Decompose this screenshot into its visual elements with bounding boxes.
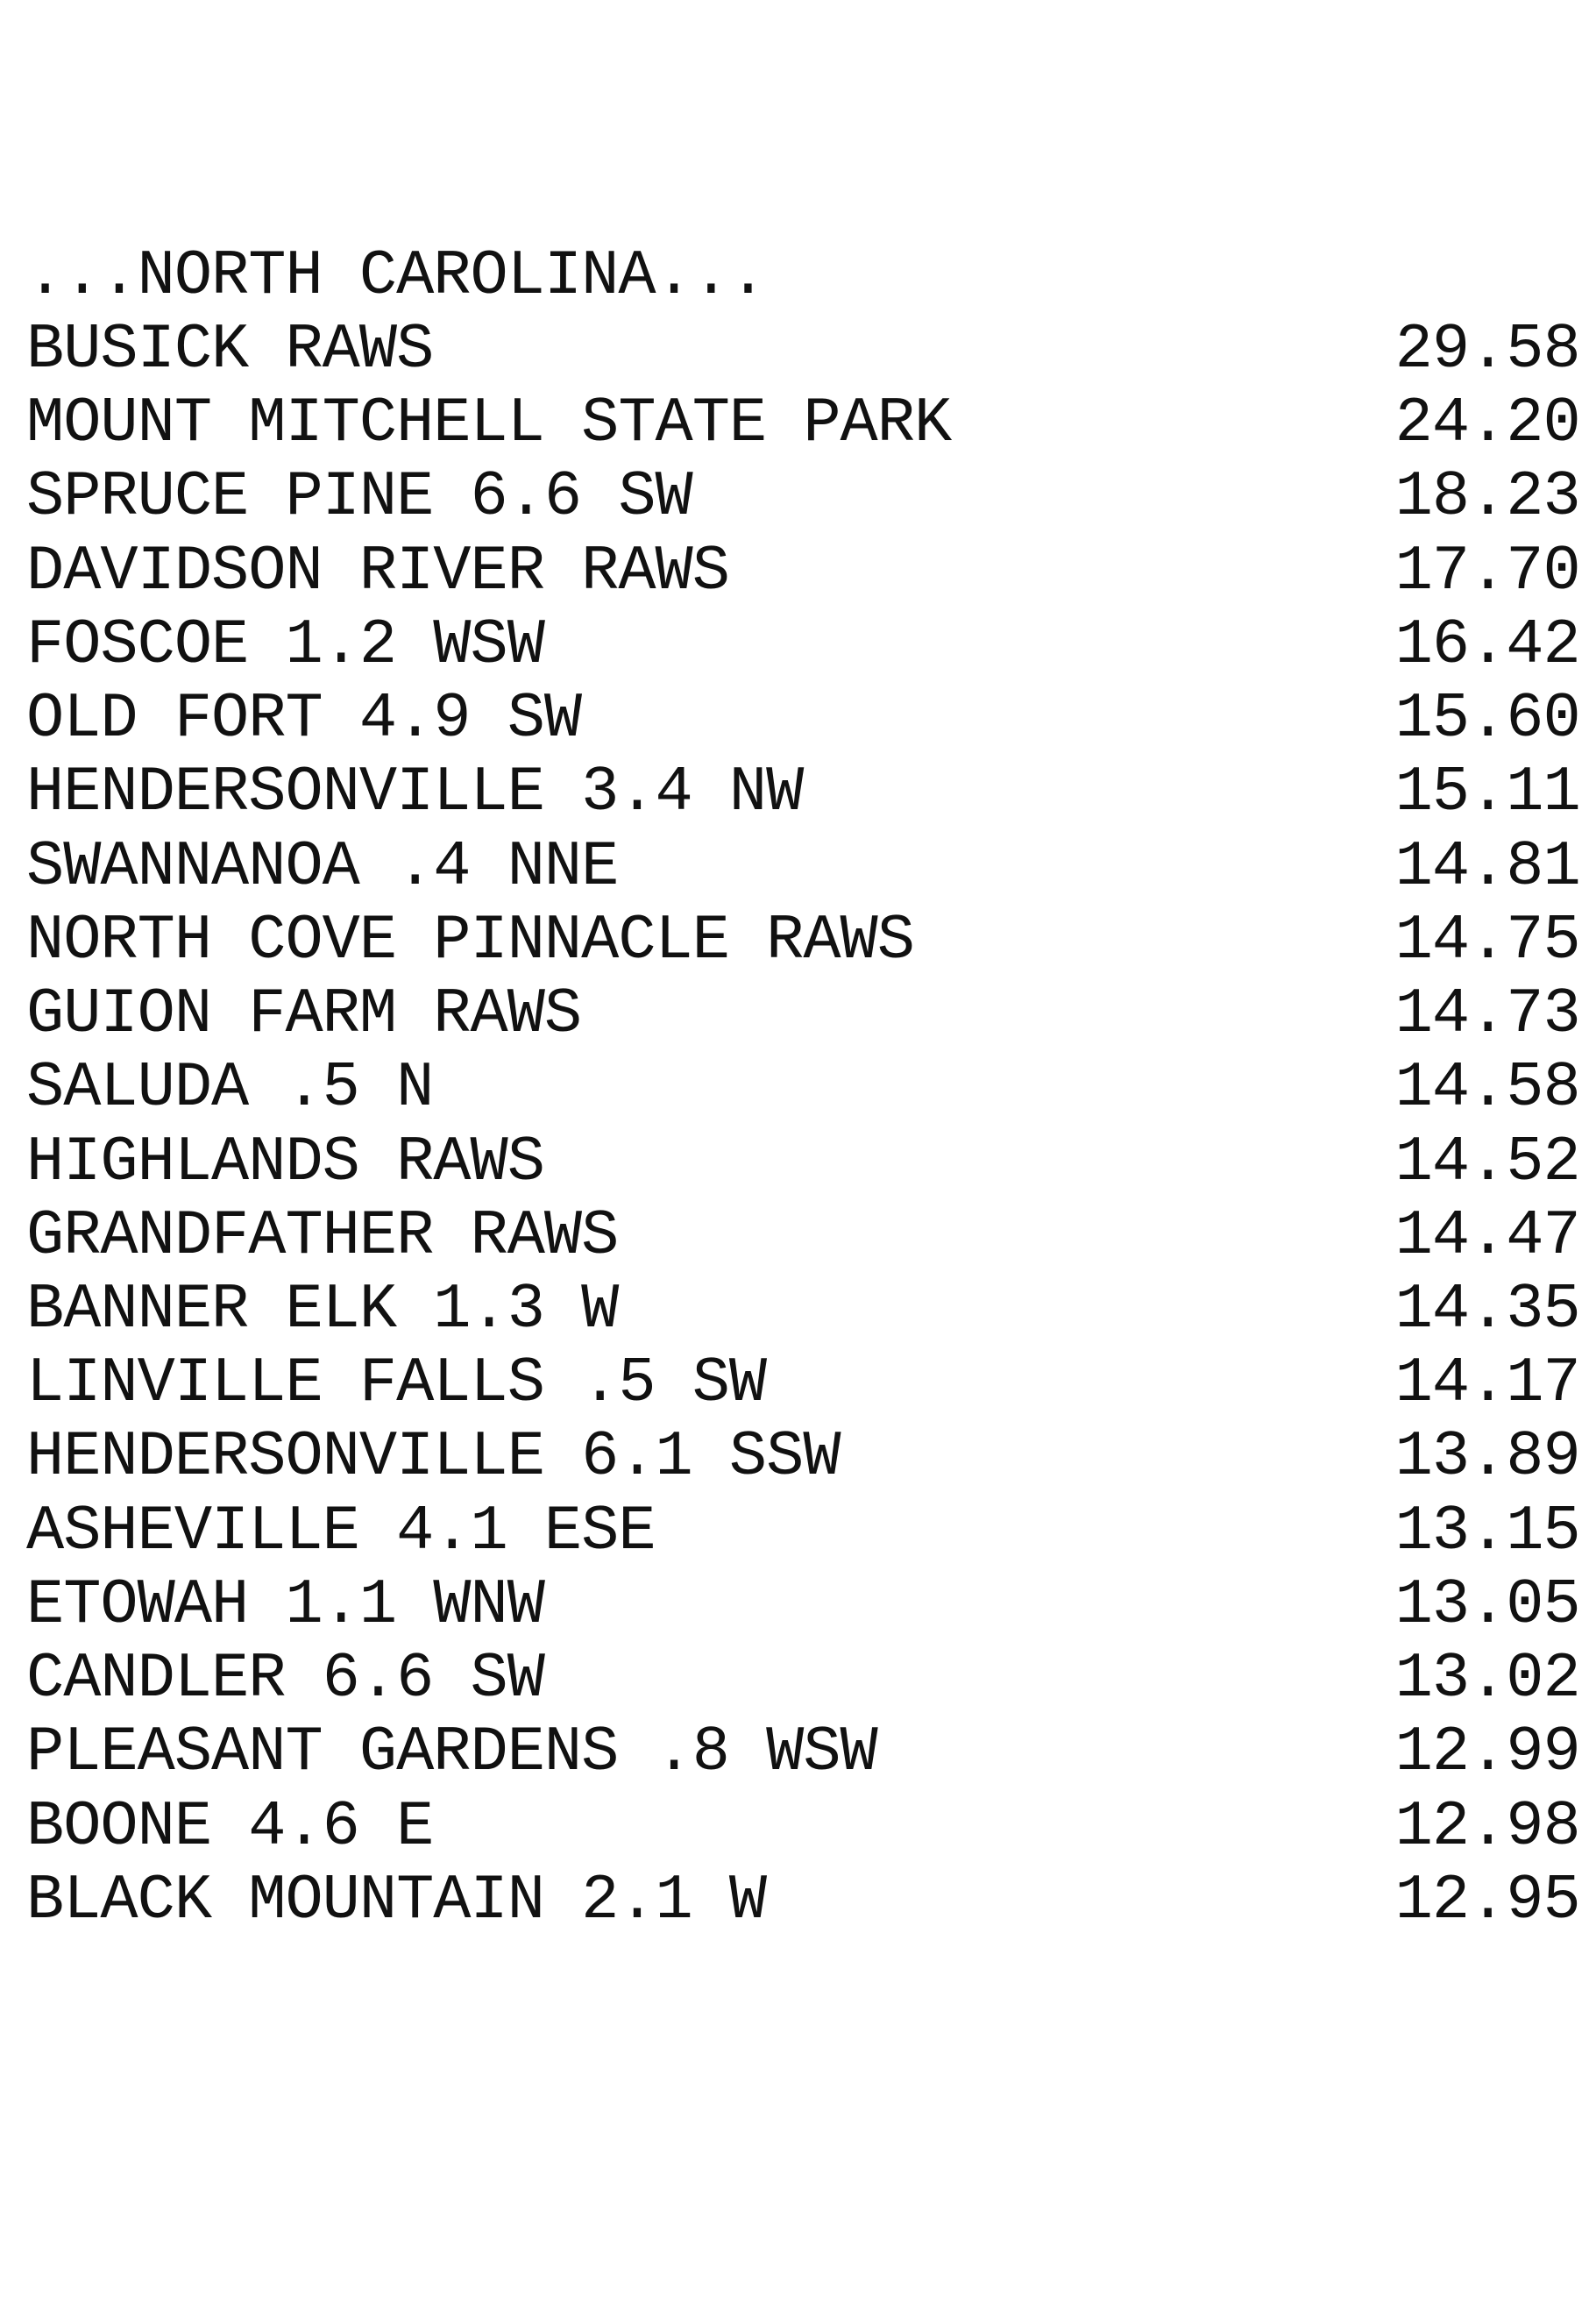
table-row: BOONE 4.6 E 12.98 [26, 1790, 1563, 1864]
station-name: ETOWAH 1.1 WNW [26, 1569, 1321, 1641]
station-value: 12.98 [1321, 1791, 1579, 1863]
table-row: HENDERSONVILLE 6.1 SSW 13.89 [26, 1420, 1563, 1494]
station-value: 14.47 [1321, 1200, 1579, 1272]
station-name: SPRUCE PINE 6.6 SW [26, 461, 1321, 533]
station-name: HENDERSONVILLE 3.4 NW [26, 757, 1321, 828]
table-row: GRANDFATHER RAWS 14.47 [26, 1199, 1563, 1273]
table-row: ETOWAH 1.1 WNW 13.05 [26, 1568, 1563, 1642]
table-row: ASHEVILLE 4.1 ESE 13.15 [26, 1495, 1563, 1568]
station-name: DAVIDSON RIVER RAWS [26, 536, 1321, 608]
table-row: FOSCOE 1.2 WSW 16.42 [26, 608, 1563, 682]
report-table: BUSICK RAWS 29.58MOUNT MITCHELL STATE PA… [26, 313, 1563, 1937]
table-row: BLACK MOUNTAIN 2.1 W 12.95 [26, 1864, 1563, 1937]
station-value: 24.20 [1321, 387, 1579, 459]
station-value: 14.81 [1321, 831, 1579, 903]
station-value: 13.15 [1321, 1496, 1579, 1567]
station-name: CANDLER 6.6 SW [26, 1643, 1321, 1715]
table-row: BANNER ELK 1.3 W 14.35 [26, 1273, 1563, 1347]
station-value: 14.73 [1321, 978, 1579, 1050]
table-row: HENDERSONVILLE 3.4 NW 15.11 [26, 756, 1563, 829]
station-value: 13.89 [1321, 1421, 1579, 1493]
table-row: GUION FARM RAWS 14.73 [26, 977, 1563, 1051]
station-value: 15.11 [1321, 757, 1579, 828]
station-value: 18.23 [1321, 461, 1579, 533]
table-row: CANDLER 6.6 SW 13.02 [26, 1642, 1563, 1716]
station-value: 14.17 [1321, 1347, 1579, 1419]
station-name: OLD FORT 4.9 SW [26, 683, 1321, 755]
station-value: 14.35 [1321, 1274, 1579, 1346]
table-row: HIGHLANDS RAWS 14.52 [26, 1126, 1563, 1199]
station-value: 16.42 [1321, 609, 1579, 681]
table-row: SALUDA .5 N 14.58 [26, 1051, 1563, 1125]
station-name: FOSCOE 1.2 WSW [26, 609, 1321, 681]
station-value: 13.02 [1321, 1643, 1579, 1715]
station-value: 17.70 [1321, 536, 1579, 608]
station-name: ASHEVILLE 4.1 ESE [26, 1496, 1321, 1567]
table-row: LINVILLE FALLS .5 SW 14.17 [26, 1347, 1563, 1420]
station-name: MOUNT MITCHELL STATE PARK [26, 387, 1321, 459]
station-value: 14.75 [1321, 905, 1579, 977]
station-name: BOONE 4.6 E [26, 1791, 1321, 1863]
station-value: 15.60 [1321, 683, 1579, 755]
station-name: BANNER ELK 1.3 W [26, 1274, 1321, 1346]
station-name: BLACK MOUNTAIN 2.1 W [26, 1865, 1321, 1937]
station-value: 12.95 [1321, 1865, 1579, 1937]
report-header: ...NORTH CAROLINA... [26, 239, 1563, 313]
station-name: PLEASANT GARDENS .8 WSW [26, 1716, 1321, 1788]
station-name: SALUDA .5 N [26, 1052, 1321, 1124]
station-value: 14.52 [1321, 1126, 1579, 1198]
station-value: 29.58 [1321, 314, 1579, 386]
table-row: NORTH COVE PINNACLE RAWS 14.75 [26, 904, 1563, 977]
station-value: 13.05 [1321, 1569, 1579, 1641]
table-row: SPRUCE PINE 6.6 SW 18.23 [26, 460, 1563, 534]
table-row: MOUNT MITCHELL STATE PARK 24.20 [26, 387, 1563, 460]
station-name: GRANDFATHER RAWS [26, 1200, 1321, 1272]
station-value: 12.99 [1321, 1716, 1579, 1788]
station-name: HIGHLANDS RAWS [26, 1126, 1321, 1198]
table-row: OLD FORT 4.9 SW 15.60 [26, 682, 1563, 756]
station-name: HENDERSONVILLE 6.1 SSW [26, 1421, 1321, 1493]
station-name: LINVILLE FALLS .5 SW [26, 1347, 1321, 1419]
table-row: SWANNANOA .4 NNE 14.81 [26, 830, 1563, 904]
station-name: GUION FARM RAWS [26, 978, 1321, 1050]
table-row: BUSICK RAWS 29.58 [26, 313, 1563, 387]
station-name: BUSICK RAWS [26, 314, 1321, 386]
station-name: SWANNANOA .4 NNE [26, 831, 1321, 903]
station-value: 14.58 [1321, 1052, 1579, 1124]
station-name: NORTH COVE PINNACLE RAWS [26, 905, 1321, 977]
table-row: DAVIDSON RIVER RAWS 17.70 [26, 535, 1563, 608]
